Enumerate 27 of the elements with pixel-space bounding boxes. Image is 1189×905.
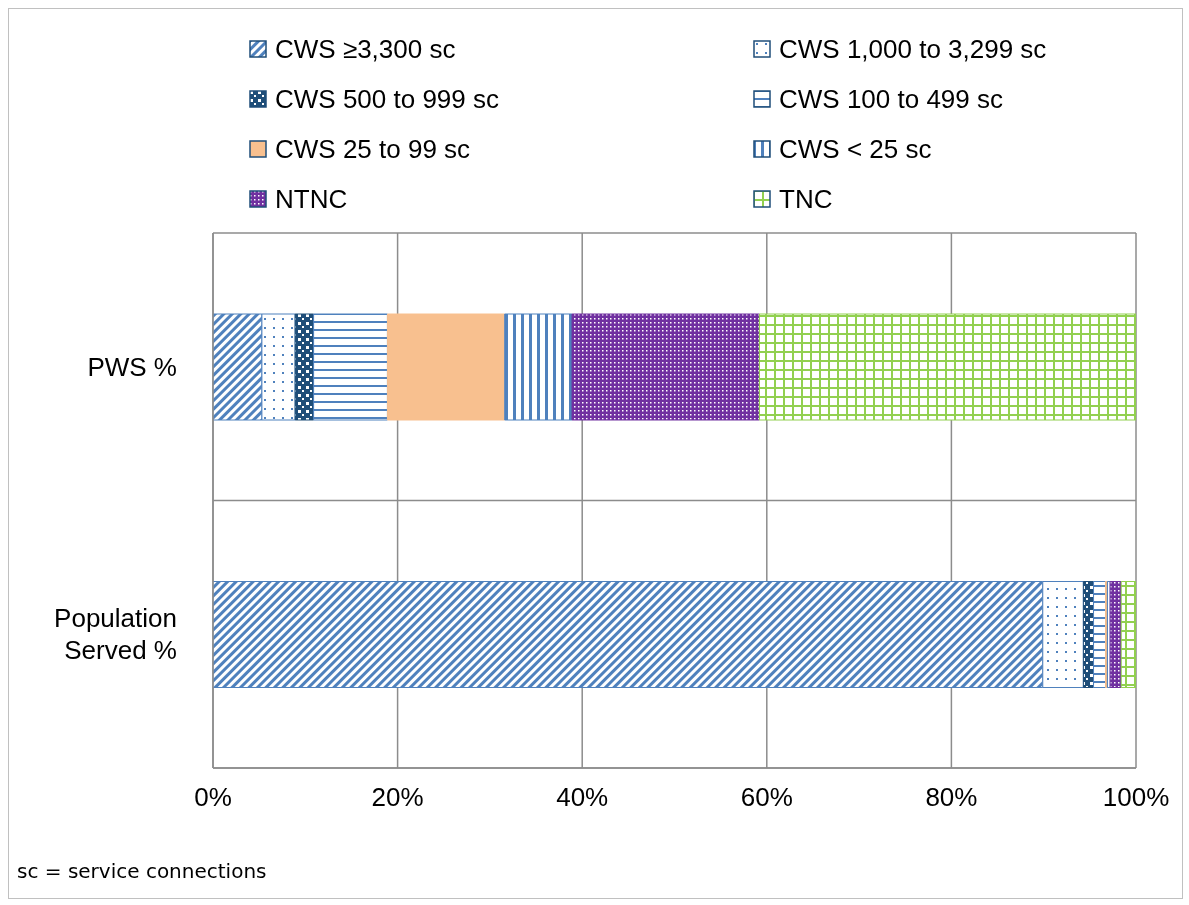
x-tick-label: 60% (740, 782, 793, 813)
bar (504, 313, 573, 421)
bar (294, 313, 315, 421)
bar (1082, 581, 1095, 688)
text: sc = service connections (17, 859, 267, 883)
bar (758, 313, 1136, 421)
legend-label: TNC (779, 183, 833, 215)
bar (1120, 581, 1136, 688)
x-tick-label: 20% (371, 782, 424, 813)
bar (313, 313, 388, 421)
y-tick-label: Population Served % (54, 603, 177, 666)
y-tick-label: PWS % (87, 351, 177, 382)
legend-label: CWS 500 to 999 sc (275, 83, 499, 115)
x-tick-label: 100% (1102, 782, 1170, 813)
legend-label: CWS 25 to 99 sc (275, 133, 471, 165)
legend-label: CWS < 25 sc (779, 133, 932, 165)
x-tick-label: 80% (925, 782, 978, 813)
legend-label: NTNC (275, 183, 348, 215)
legend-label: CWS 1,000 to 3,299 sc (779, 33, 1047, 65)
legend-label: CWS ≥3,300 sc (275, 33, 456, 65)
bar (386, 313, 506, 421)
bar (1109, 581, 1122, 688)
bar (571, 313, 760, 421)
legend-label: CWS 100 to 499 sc (779, 83, 1003, 115)
bar (1093, 581, 1107, 688)
x-tick-label: 40% (556, 782, 609, 813)
x-tick-label: 0% (194, 782, 232, 813)
